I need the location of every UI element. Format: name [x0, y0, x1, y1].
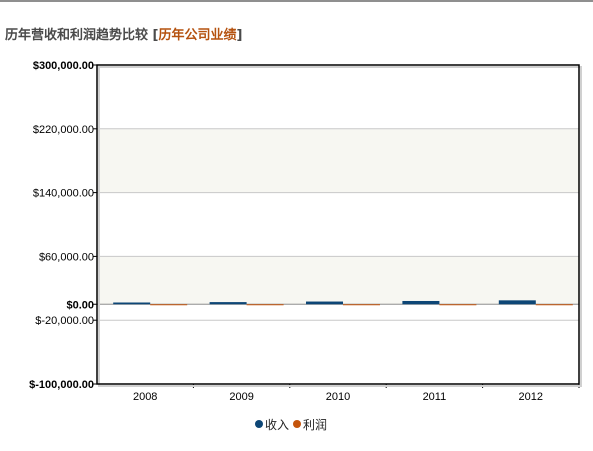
- legend-label-profit: 利润: [303, 417, 328, 432]
- x-category-label-2008: 2008: [133, 391, 157, 403]
- x-category-label-2009: 2009: [229, 391, 253, 403]
- profit-bar-2008: [150, 304, 188, 306]
- company-performance-link[interactable]: 历年公司业绩: [158, 28, 237, 43]
- bracket-close: ]: [236, 28, 243, 43]
- plot-band-1: [97, 256, 579, 305]
- revenue-bar-2009: [209, 302, 247, 305]
- legend-item-revenue[interactable]: 收入: [255, 416, 289, 433]
- legend-label-revenue: 收入: [265, 417, 290, 432]
- y-tick-label-0: $300,000.00: [33, 60, 94, 72]
- legend-dot-revenue-icon: [255, 420, 263, 428]
- section-title: 历年营收和利润趋势比较: [5, 28, 149, 43]
- revenue-bar-2008: [113, 302, 151, 305]
- plot-band-0: [97, 128, 579, 193]
- bracket-open: [: [152, 28, 159, 43]
- y-tick-label-5: $-20,000.00: [35, 315, 94, 327]
- profit-bar-2010: [343, 304, 380, 306]
- revenue-bar-2012: [498, 300, 536, 305]
- top-divider: [0, 0, 593, 2]
- y-tick-label-6: $-100,000.00: [29, 379, 94, 391]
- x-category-label-2010: 2010: [326, 391, 350, 403]
- section-header: 历年营收和利润趋势比较 [历年公司业绩]: [5, 26, 242, 46]
- x-category-label-2012: 2012: [519, 391, 543, 403]
- x-category-label-2011: 2011: [423, 391, 447, 403]
- y-tick-label-2: $140,000.00: [33, 188, 94, 200]
- y-tick-label-1: $220,000.00: [33, 124, 94, 136]
- legend-item-profit[interactable]: 利润: [293, 416, 327, 433]
- legend-dot-profit-icon: [293, 420, 302, 428]
- revenue-bar-2010: [306, 301, 343, 305]
- profit-bar-2009: [246, 304, 284, 306]
- profit-bar-2011: [439, 304, 477, 306]
- y-tick-label-3: $60,000.00: [39, 251, 94, 263]
- y-tick-label-4: $0.00: [66, 299, 94, 311]
- chart-legend: 收入 利润: [255, 416, 327, 432]
- plot-frame-shadow: [98, 66, 582, 387]
- plot-frame: [96, 64, 580, 385]
- revenue-bar-2011: [402, 300, 440, 305]
- profit-bar-2012: [535, 304, 573, 306]
